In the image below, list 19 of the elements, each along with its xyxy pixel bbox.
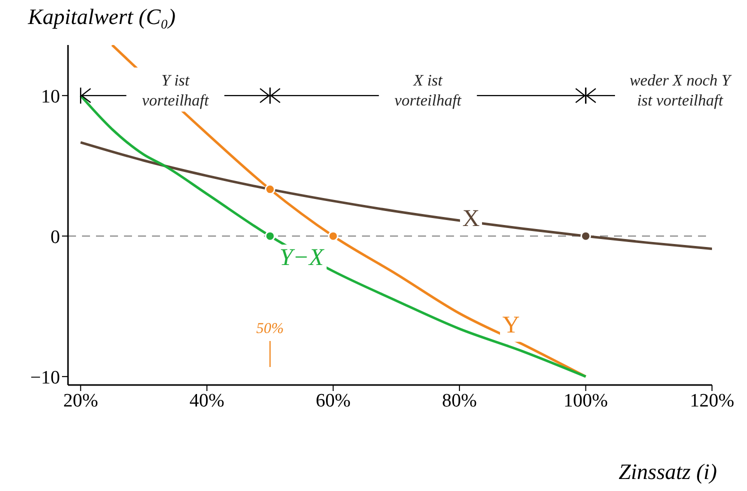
y-axis-title: Kapitalwert (C₀) [27,4,176,29]
annotation: X ist vorteilhaft [394,72,462,110]
x-tick-label: 60% [316,390,351,412]
annotation: Y ist vorteilhaft [142,72,210,110]
x-tick-label: 80% [442,390,478,412]
y-tick-label: 0 [50,226,60,248]
x-tick-label: 20% [63,390,98,412]
x-tick-label: 120% [690,390,734,412]
series-label: Y−X [280,245,326,272]
x-tick-label: 100% [564,390,608,412]
annotation: 50% [256,321,284,337]
x-tick-label: 40% [189,390,224,412]
x-axis-title: Zinssatz (i) [618,459,717,484]
line-series [79,141,712,250]
series-label: Y [502,312,520,338]
y-tick-label: −10 [30,367,60,388]
y-tick-label: 10 [41,86,60,108]
annotation: weder X noch Y ist vorteilhaft [630,72,733,110]
series-label: X [462,206,480,232]
